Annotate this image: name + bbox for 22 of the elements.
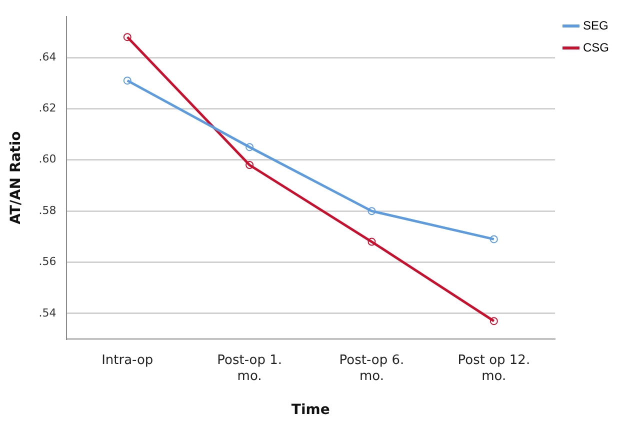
point: [490, 235, 498, 244]
y-tick-label: .64: [38, 50, 56, 64]
point: [490, 317, 498, 326]
point: [123, 33, 132, 42]
y-tick-label: .56: [38, 255, 56, 268]
legend-label: CSG: [582, 40, 610, 54]
y-axis-title: AT/AN Ratio: [8, 130, 24, 224]
x-axis-title: Time: [291, 402, 330, 418]
legend-label: SEG: [582, 18, 608, 32]
point: [246, 161, 254, 170]
x-tick-label: Post-op 1. mo.: [217, 353, 282, 384]
y-tick-label: .58: [38, 204, 56, 217]
point: [123, 76, 132, 85]
y-tick-label: .62: [38, 102, 56, 115]
y-tick-label: .54: [38, 306, 56, 320]
point: [368, 238, 376, 246]
x-tick-label: Post-op 6. mo.: [339, 353, 404, 384]
x-tick-label: Post op 12. mo.: [458, 353, 530, 384]
y-tick-label: .60: [38, 152, 56, 166]
point: [246, 143, 254, 152]
x-tick-label: Intra-op: [102, 353, 154, 368]
point: [368, 207, 376, 216]
